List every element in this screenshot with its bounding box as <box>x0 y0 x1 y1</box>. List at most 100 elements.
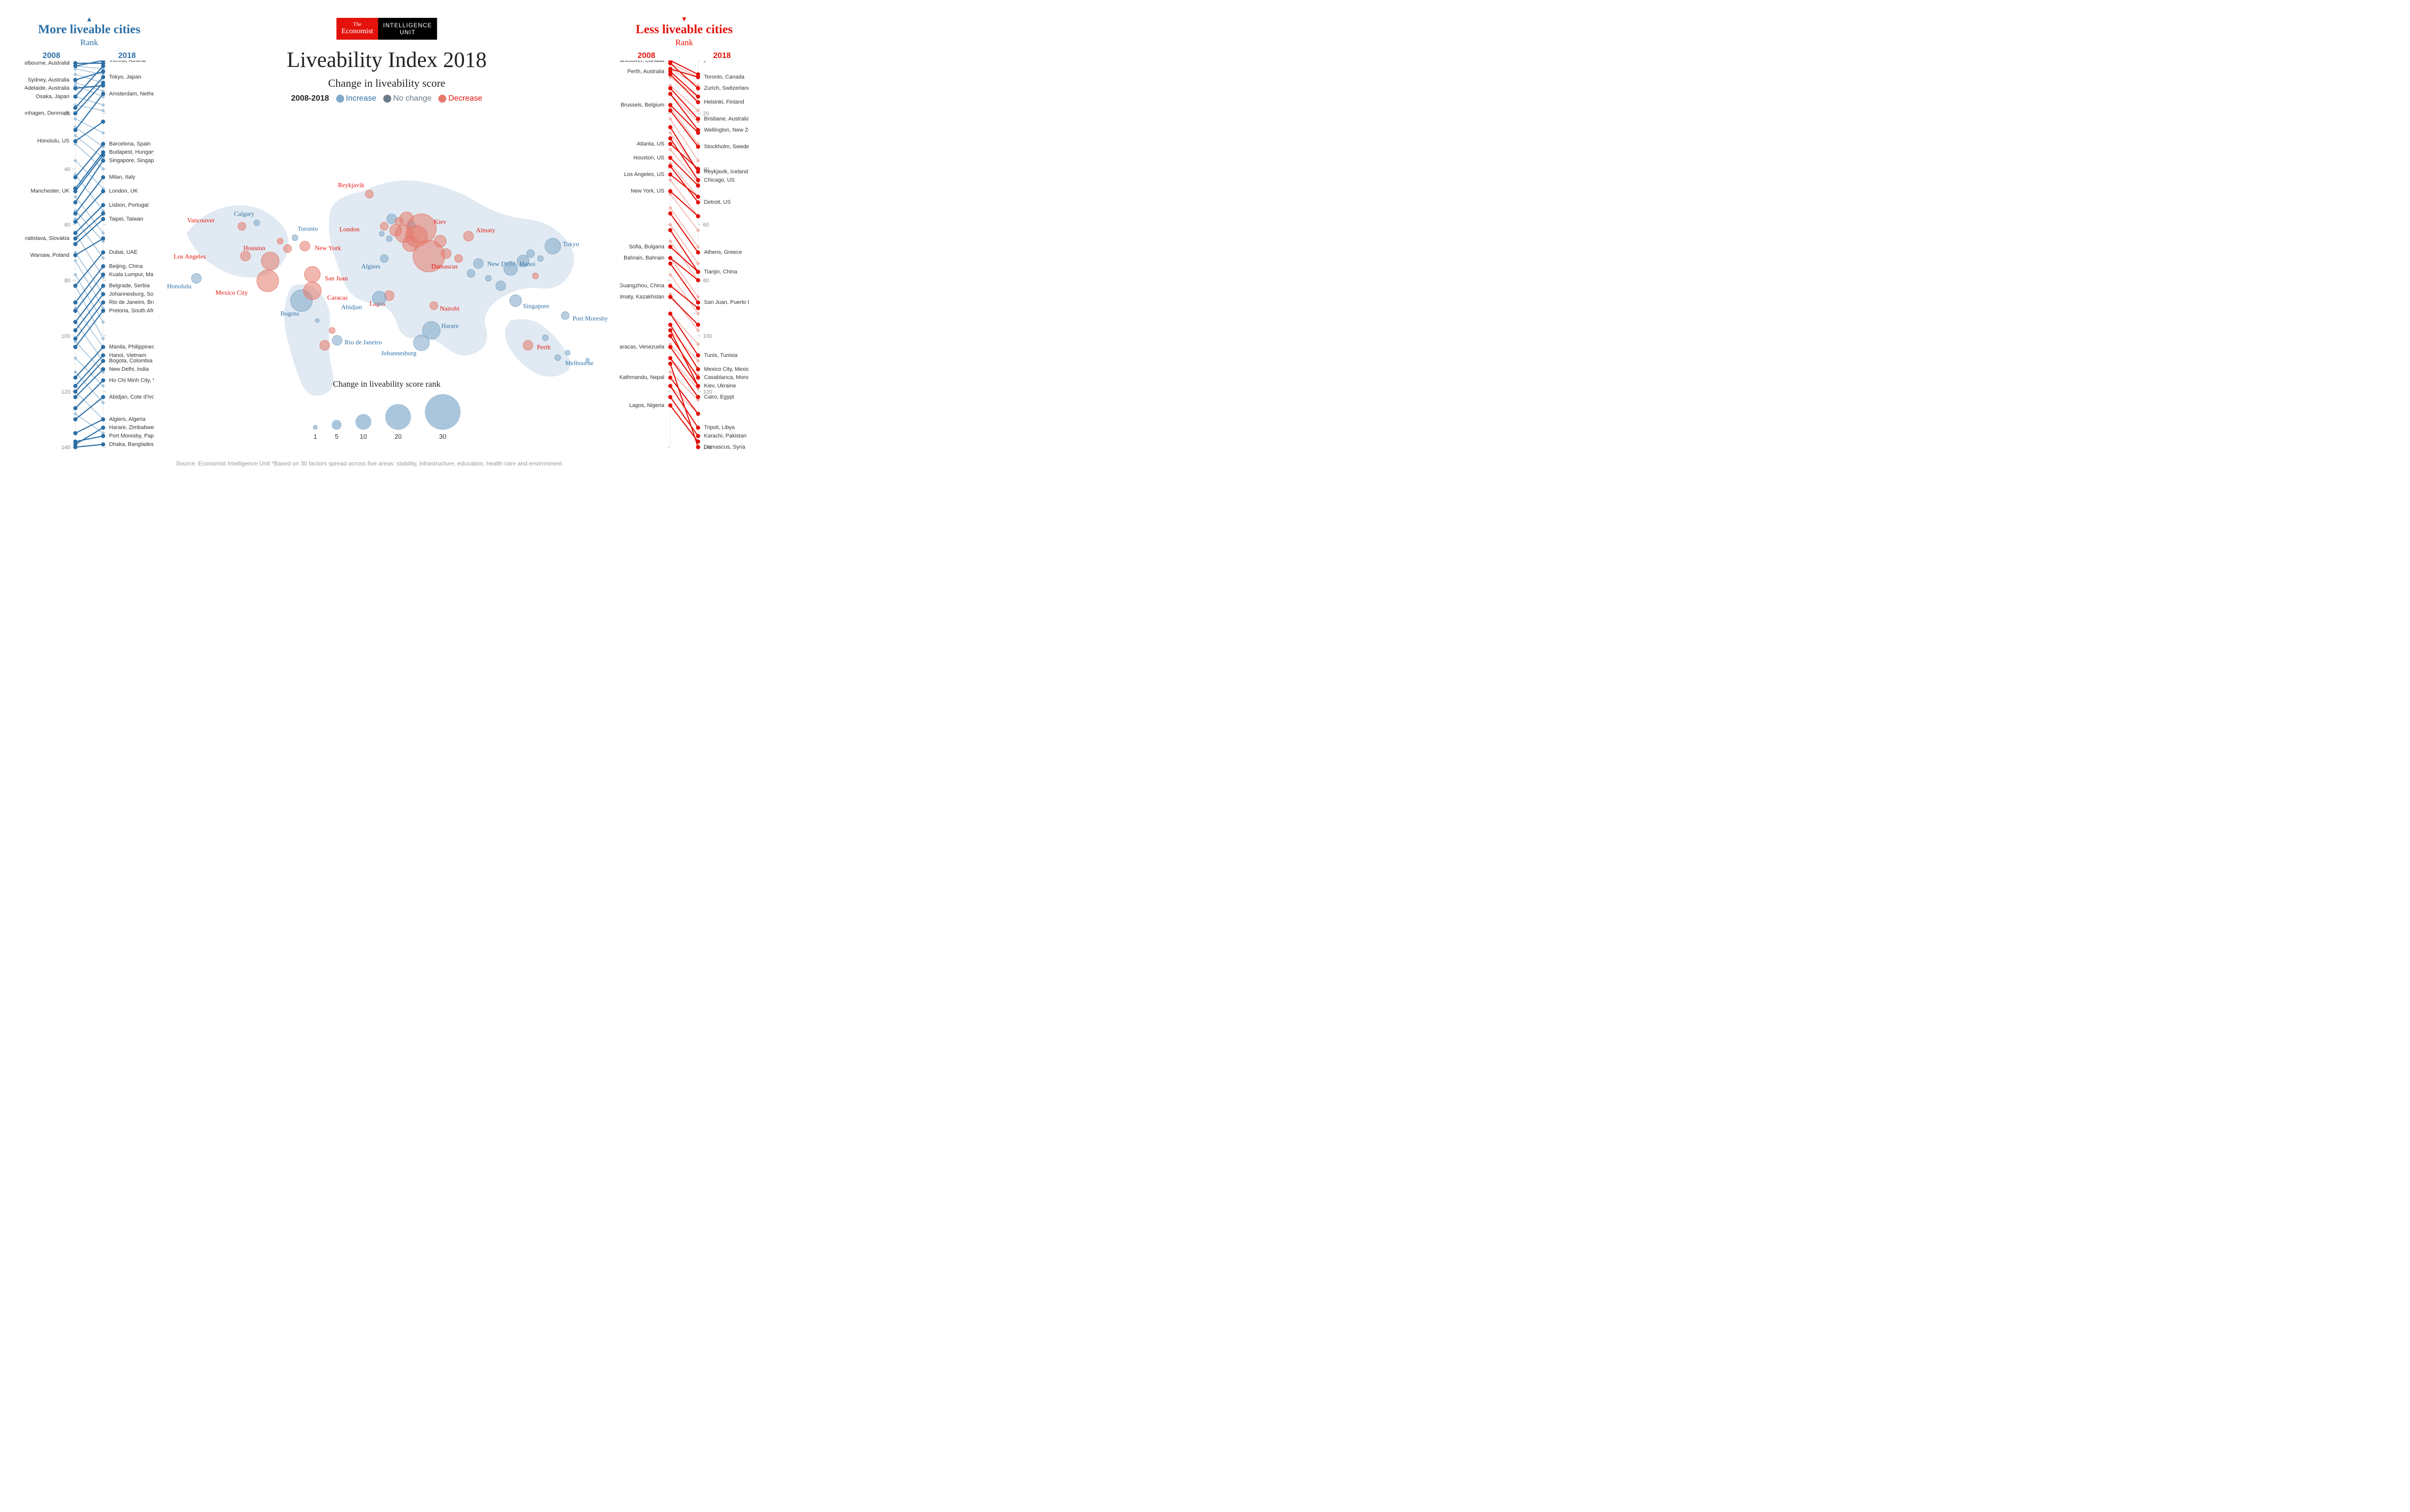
svg-text:Kiev: Kiev <box>434 218 447 226</box>
svg-text:Sydney, Australia: Sydney, Australia <box>28 77 70 83</box>
arrow-down-icon: ▼ <box>620 15 749 23</box>
svg-text:Kiev, Ukraine: Kiev, Ukraine <box>704 383 736 389</box>
svg-text:Pretoria, South Africa: Pretoria, South Africa <box>109 308 154 314</box>
legend-decrease: Decrease <box>438 94 482 103</box>
svg-text:Brussels, Belgium: Brussels, Belgium <box>621 102 664 108</box>
svg-text:Honolulu, US: Honolulu, US <box>37 138 69 144</box>
svg-text:Toronto, Canada: Toronto, Canada <box>704 74 745 80</box>
svg-text:80: 80 <box>64 278 70 284</box>
size-legend-item: 20 <box>385 404 411 440</box>
svg-text:San Juan, Puerto Rico: San Juan, Puerto Rico <box>704 299 749 305</box>
svg-text:Singapore, Singapore: Singapore, Singapore <box>109 158 154 164</box>
svg-text:Los Angeles, US: Los Angeles, US <box>624 172 664 177</box>
svg-text:Damascus, Syria: Damascus, Syria <box>704 444 746 450</box>
slope-right-rank-label: Rank <box>620 38 749 48</box>
svg-text:Tokyo, Japan: Tokyo, Japan <box>109 74 141 80</box>
svg-text:Algiers: Algiers <box>361 263 380 270</box>
svg-text:Mexico City, Mexico: Mexico City, Mexico <box>704 366 749 372</box>
slope-chart-more-liveable: ▲ More liveable cities Rank 20082018 120… <box>25 15 154 476</box>
svg-text:Lagos, Nigeria: Lagos, Nigeria <box>629 403 665 408</box>
chart-subtitle: Change in liveability score <box>328 77 445 90</box>
svg-text:London: London <box>340 226 360 233</box>
svg-text:Abidjan, Cote d'Ivoire: Abidjan, Cote d'Ivoire <box>109 394 154 400</box>
svg-text:Guangzhou, China: Guangzhou, China <box>620 283 665 289</box>
svg-text:Almaty: Almaty <box>476 227 495 234</box>
svg-text:Tokyo: Tokyo <box>563 240 579 248</box>
svg-text:Reykjavik: Reykjavik <box>338 181 365 189</box>
svg-text:Kuala Lumpur, Malaysia: Kuala Lumpur, Malaysia <box>109 272 154 278</box>
svg-text:40: 40 <box>64 167 70 173</box>
svg-text:Bratislava, Slovakia: Bratislava, Slovakia <box>25 235 70 241</box>
svg-text:Nairobi: Nairobi <box>440 305 460 312</box>
slope-right-years: 20082018 <box>638 52 731 60</box>
svg-text:Beijing, China: Beijing, China <box>109 263 143 269</box>
svg-text:Mexico City: Mexico City <box>216 289 248 296</box>
source-footnote: Source: Economist Intelligence Unit *Bas… <box>176 460 562 467</box>
svg-text:Osaka, Japan: Osaka, Japan <box>36 94 69 100</box>
slope-left-years: 20082018 <box>43 52 136 60</box>
size-legend-item: 1 <box>313 425 318 440</box>
svg-text:Hanoi, Vietnam: Hanoi, Vietnam <box>109 352 146 358</box>
size-legend-title: Change in liveability score rank <box>313 379 461 389</box>
svg-text:Barcelona, Spain: Barcelona, Spain <box>109 141 151 147</box>
svg-text:Vancouver: Vancouver <box>187 217 215 224</box>
svg-text:Calgary: Calgary <box>234 210 255 218</box>
svg-text:Kathmandu, Nepal: Kathmandu, Nepal <box>620 375 664 381</box>
world-map-chart: HonoluluVancouverCalgaryLos AngelesHoust… <box>164 112 610 410</box>
svg-text:60: 60 <box>64 222 70 228</box>
svg-text:Bogota, Colombia: Bogota, Colombia <box>109 358 153 364</box>
legend-increase: Increase <box>336 94 376 103</box>
svg-text:Zurich, Switzerland: Zurich, Switzerland <box>704 85 749 91</box>
svg-text:Atlanta, US: Atlanta, US <box>637 141 664 147</box>
svg-text:Tianjin, China: Tianjin, China <box>704 269 738 275</box>
svg-text:60: 60 <box>703 222 709 228</box>
svg-text:Ho Chi Minh City, Vietnam: Ho Chi Minh City, Vietnam <box>109 377 154 383</box>
svg-text:Caracas, Venezuela: Caracas, Venezuela <box>620 344 665 350</box>
svg-text:Belgrade, Serbia: Belgrade, Serbia <box>109 283 150 289</box>
economist-logo: The Economist INTELLIGENCE UNIT <box>337 18 437 40</box>
svg-text:Honolulu: Honolulu <box>167 283 192 290</box>
svg-text:Brisbane, Australia: Brisbane, Australia <box>704 116 749 122</box>
svg-text:Manchester, UK: Manchester, UK <box>31 188 70 194</box>
svg-text:Dhaka, Bangladesh: Dhaka, Bangladesh <box>109 441 154 447</box>
svg-text:Stockholm, Sweden: Stockholm, Sweden <box>704 144 749 150</box>
svg-text:Chicago, US: Chicago, US <box>704 177 735 183</box>
legend-year-range: 2008-2018 <box>291 94 329 103</box>
svg-text:Manila, Philippines: Manila, Philippines <box>109 344 154 350</box>
svg-text:100: 100 <box>703 334 712 340</box>
svg-text:Rio de Janeiro: Rio de Janeiro <box>345 339 382 346</box>
svg-text:Athens, Greece: Athens, Greece <box>704 249 742 255</box>
svg-text:Harare: Harare <box>441 322 459 330</box>
svg-text:Dubai, UAE: Dubai, UAE <box>109 249 137 255</box>
svg-text:Milan, Italy: Milan, Italy <box>109 174 135 180</box>
svg-text:Johannesburg: Johannesburg <box>381 349 417 357</box>
svg-text:Houston, US: Houston, US <box>634 155 664 161</box>
svg-text:Melbourne: Melbourne <box>565 359 593 367</box>
svg-text:London, UK: London, UK <box>109 188 138 194</box>
svg-text:Karachi, Pakistan: Karachi, Pakistan <box>704 433 747 439</box>
svg-text:Wellington, New Zealand: Wellington, New Zealand <box>704 127 749 133</box>
svg-text:Caracas: Caracas <box>327 294 348 301</box>
svg-text:Lisbon, Portugal: Lisbon, Portugal <box>109 202 149 208</box>
svg-text:Reykjavik, Iceland: Reykjavik, Iceland <box>704 169 748 174</box>
svg-text:Tunis, Tunisia: Tunis, Tunisia <box>704 352 738 358</box>
slope-left-title: More liveable cities <box>25 23 154 37</box>
legend-nochange: No change <box>383 94 431 103</box>
svg-text:Los Angeles: Los Angeles <box>174 253 206 260</box>
svg-text:Cairo, Egypt: Cairo, Egypt <box>704 394 734 400</box>
svg-text:Abidjan: Abidjan <box>341 303 362 311</box>
arrow-up-icon: ▲ <box>25 15 154 23</box>
svg-text:Budapest, Hungary: Budapest, Hungary <box>109 149 154 155</box>
size-legend-item: 30 <box>425 394 461 440</box>
svg-text:Adelaide, Australia: Adelaide, Australia <box>25 85 70 91</box>
svg-text:Perth: Perth <box>537 344 551 351</box>
svg-text:San Juan: San Juan <box>325 275 348 282</box>
svg-text:120: 120 <box>61 389 70 395</box>
logo-intelligence-unit: INTELLIGENCE UNIT <box>378 18 437 40</box>
svg-text:Amsterdam, Netherlands: Amsterdam, Netherlands <box>109 91 154 97</box>
svg-text:Toronto: Toronto <box>297 225 318 233</box>
svg-text:1: 1 <box>703 60 706 64</box>
svg-text:Detroit, US: Detroit, US <box>704 199 731 205</box>
svg-text:140: 140 <box>61 445 70 451</box>
svg-text:Tripoli, Libya: Tripoli, Libya <box>704 425 735 431</box>
